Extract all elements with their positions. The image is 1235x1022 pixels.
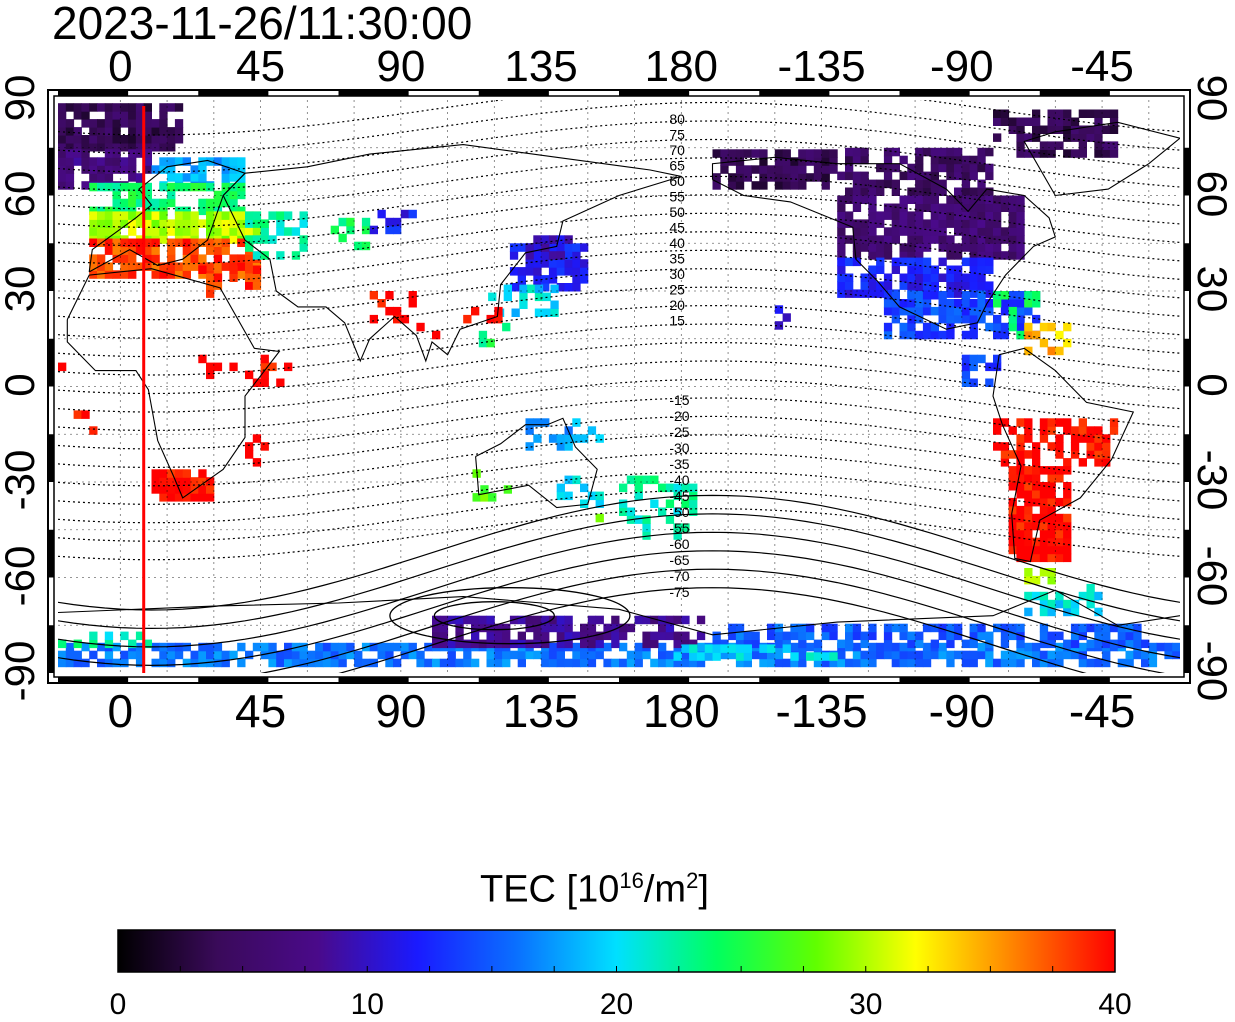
contour-label: -40	[669, 472, 689, 488]
contour-label: -70	[669, 568, 689, 584]
lat-tick-left: 60	[0, 170, 43, 217]
contour-label: 65	[669, 158, 685, 174]
colorbar-tick: 10	[350, 988, 384, 1021]
lon-tick-top: 180	[644, 42, 719, 91]
lat-tick-right: 30	[1189, 265, 1235, 313]
contour-label: -45	[669, 488, 689, 504]
contour-label: 75	[669, 127, 685, 143]
contour-label: 30	[669, 266, 685, 282]
contour-label: -20	[669, 408, 689, 424]
lon-tick-bottom: 135	[502, 685, 580, 737]
lat-tick-right: 0	[1189, 372, 1235, 397]
colorbar-tick: 30	[849, 988, 883, 1021]
lon-tick-bottom: 180	[642, 685, 720, 737]
contour-label: 20	[669, 297, 685, 313]
contour-label: 80	[669, 111, 685, 127]
lon-tick-top: -90	[930, 42, 994, 91]
lat-tick-right: -90	[1189, 640, 1235, 702]
lon-tick-top: 135	[504, 42, 578, 91]
contour-label: -15	[669, 392, 689, 408]
colorbar-tick: 20	[599, 988, 634, 1021]
lon-tick-bottom: 45	[234, 685, 287, 737]
lon-tick-top: -135	[777, 42, 866, 91]
lon-tick-top: 0	[108, 42, 133, 91]
lat-tick-left: 90	[0, 74, 43, 122]
contour-label: 55	[669, 189, 685, 205]
contour-lines	[58, 100, 1180, 673]
contour-label: -50	[669, 504, 689, 520]
contour-label: 25	[669, 282, 685, 298]
lon-tick-top: 90	[376, 42, 426, 91]
lat-tick-left: 30	[0, 265, 43, 313]
contour-label: 50	[669, 204, 685, 220]
contour-label: -55	[669, 520, 689, 536]
colorbar-tick: 0	[109, 988, 127, 1021]
lat-tick-right: 60	[1189, 170, 1235, 217]
lon-tick-top: -45	[1070, 42, 1134, 91]
lat-tick-left: -90	[0, 640, 43, 702]
contour-label: 45	[669, 220, 685, 236]
colorbar-title: TEC [1016/m2]	[480, 868, 709, 911]
lat-tick-right: -30	[1189, 449, 1235, 511]
contour-label: -60	[669, 536, 689, 552]
colorbar	[117, 929, 1116, 973]
grid-lines	[58, 100, 1180, 673]
lat-tick-right: -60	[1189, 545, 1235, 606]
colorbar-tick: 40	[1098, 988, 1132, 1021]
contour-label: -75	[669, 584, 689, 600]
contour-label: -65	[669, 552, 689, 568]
contour-label: 35	[669, 251, 685, 267]
contour-label: -30	[669, 440, 689, 456]
contour-label: 60	[669, 173, 685, 189]
timestamp-title: 2023-11-26/11:30:00	[52, 0, 473, 49]
lon-tick-bottom: -90	[928, 685, 996, 737]
contour-label: -35	[669, 456, 689, 472]
contour-label: 70	[669, 142, 685, 158]
tec-data-layer	[58, 103, 1180, 668]
lat-tick-left: -60	[0, 545, 43, 606]
lon-tick-bottom: 90	[375, 685, 427, 737]
lon-tick-bottom: -45	[1068, 685, 1136, 737]
contour-label: 15	[669, 313, 685, 329]
lon-tick-bottom: -135	[775, 685, 868, 737]
lat-tick-left: -30	[0, 449, 43, 511]
contour-label: -25	[669, 424, 689, 440]
lat-tick-right: 90	[1189, 74, 1235, 122]
lon-tick-bottom: 0	[107, 685, 134, 737]
lat-tick-left: 0	[0, 372, 43, 397]
lon-tick-top: 45	[236, 42, 286, 91]
map-frame	[47, 89, 1191, 684]
contour-label: 40	[669, 235, 685, 251]
